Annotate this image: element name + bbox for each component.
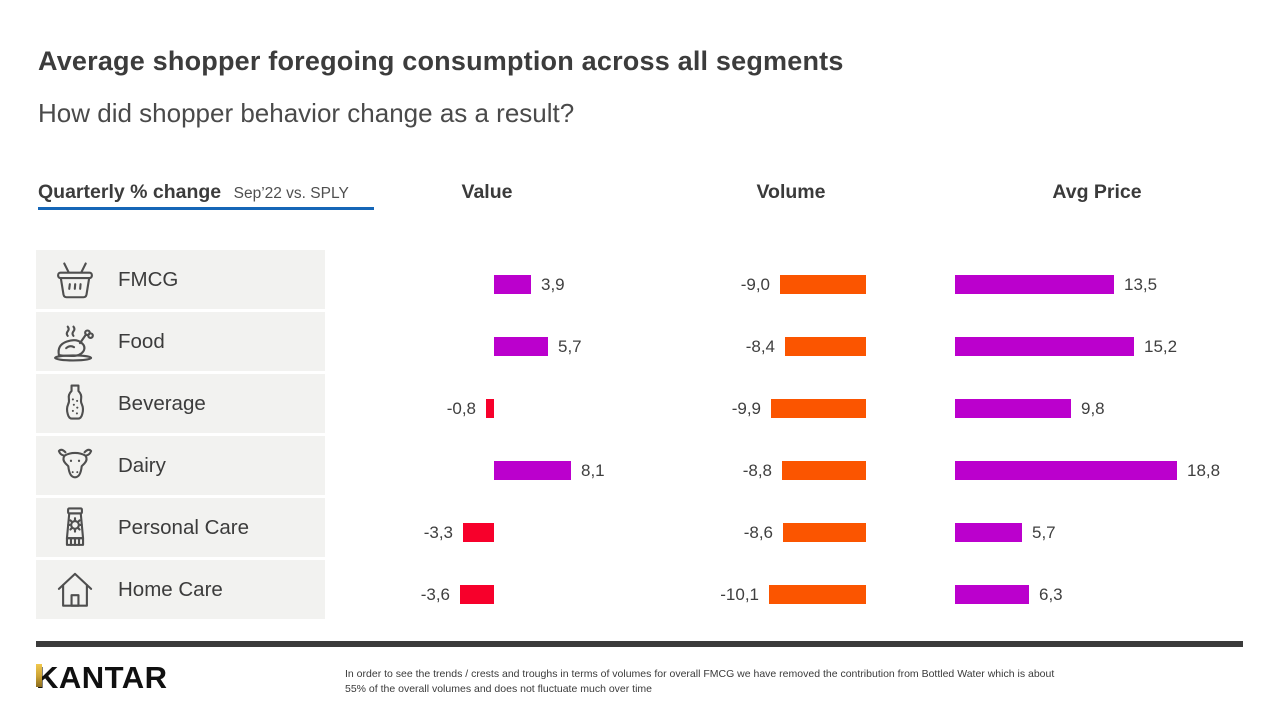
section-label-main: Quarterly % change <box>38 181 222 203</box>
category-row: Dairy <box>36 436 325 495</box>
avg_price-bar-slot: 5,7 <box>955 498 1265 560</box>
volume-label: -9,9 <box>731 399 761 418</box>
value-bar-slot: -0,8 <box>420 374 670 436</box>
avg_price-bar-slot: 6,3 <box>955 560 1265 622</box>
value-bar <box>486 399 494 418</box>
value-bar-slot: 3,9 <box>420 250 670 312</box>
section-label: Quarterly % change Sep’22 vs. SPLY <box>38 181 349 204</box>
category-row: Home Care <box>36 560 325 619</box>
volume-bar-slot: -8,4 <box>690 312 940 374</box>
avg_price-bar-slot: 18,8 <box>955 436 1265 498</box>
page-subtitle: How did shopper behavior change as a res… <box>38 98 575 128</box>
avg_price-bar <box>955 523 1022 542</box>
volume-bar <box>771 399 866 418</box>
category-label: Dairy <box>118 453 166 477</box>
avg-price-bar-column: 13,5 15,2 9,8 18,8 5,7 6,3 <box>955 250 1265 622</box>
category-label: Food <box>118 329 165 353</box>
avg_price-bar-slot: 9,8 <box>955 374 1265 436</box>
volume-label: -8,4 <box>745 337 775 356</box>
value-bar-slot: -3,3 <box>420 498 670 560</box>
category-label: FMCG <box>118 267 179 291</box>
chicken-icon <box>48 319 102 365</box>
value-bar-slot: 8,1 <box>420 436 670 498</box>
avg_price-label: 18,8 <box>1187 461 1221 480</box>
category-label: Beverage <box>118 391 206 415</box>
avg_price-bar <box>955 399 1071 418</box>
volume-bar <box>769 585 866 604</box>
avg_price-label: 15,2 <box>1144 337 1178 356</box>
column-header-avg-price: Avg Price <box>1052 181 1142 203</box>
value-label: -3,3 <box>423 523 453 542</box>
category-row: Food <box>36 312 325 371</box>
volume-label: -9,0 <box>740 275 770 294</box>
value-bar-slot: -3,6 <box>420 560 670 622</box>
section-underline <box>38 207 374 210</box>
value-bar <box>463 523 494 542</box>
volume-bar-slot: -9,0 <box>690 250 940 312</box>
footnote-line-1: In order to see the trends / crests and … <box>345 668 1055 680</box>
avg_price-bar <box>955 337 1134 356</box>
category-row: Beverage <box>36 374 325 433</box>
value-bar <box>494 337 548 356</box>
section-label-period: Sep’22 vs. SPLY <box>233 185 349 202</box>
volume-bar-column: -9,0 -8,4 -9,9 -8,8 -8,6 -10,1 <box>690 250 940 622</box>
volume-bar <box>785 337 866 356</box>
value-bar <box>460 585 494 604</box>
value-label: -0,8 <box>446 399 476 418</box>
value-label: 5,7 <box>558 337 582 356</box>
category-row: FMCG <box>36 250 325 309</box>
tube-icon <box>48 505 102 551</box>
footnote: In order to see the trends / crests and … <box>345 667 1125 696</box>
category-label: Personal Care <box>118 515 250 539</box>
category-row: Personal Care <box>36 498 325 557</box>
column-header-volume: Volume <box>756 181 826 203</box>
value-bar-column: 3,9 5,7 -0,8 8,1 -3,3 -3,6 <box>420 250 670 622</box>
value-bar <box>494 461 571 480</box>
page-title: Average shopper foregoing consumption ac… <box>38 46 844 76</box>
value-bar <box>494 275 531 294</box>
category-column: FMCG Food Beverage Dairy Personal Care <box>36 250 325 622</box>
footer-divider <box>36 641 1243 647</box>
category-label: Home Care <box>118 577 223 601</box>
value-label: -3,6 <box>420 585 450 604</box>
value-bar-slot: 5,7 <box>420 312 670 374</box>
column-header-value: Value <box>461 181 513 203</box>
avg_price-label: 9,8 <box>1081 399 1105 418</box>
volume-bar-slot: -8,8 <box>690 436 940 498</box>
volume-label: -10,1 <box>720 585 759 604</box>
avg_price-bar <box>955 461 1177 480</box>
kantar-logo: KANTAR <box>36 660 168 695</box>
volume-bar-slot: -8,6 <box>690 498 940 560</box>
volume-label: -8,8 <box>742 461 772 480</box>
volume-label: -8,6 <box>743 523 773 542</box>
avg_price-label: 5,7 <box>1032 523 1056 542</box>
value-label: 3,9 <box>541 275 565 294</box>
cow-icon <box>48 443 102 489</box>
volume-bar-slot: -10,1 <box>690 560 940 622</box>
avg_price-label: 6,3 <box>1039 585 1063 604</box>
volume-bar <box>782 461 866 480</box>
avg_price-label: 13,5 <box>1124 275 1158 294</box>
volume-bar <box>783 523 866 542</box>
value-label: 8,1 <box>581 461 605 480</box>
avg_price-bar-slot: 15,2 <box>955 312 1265 374</box>
avg_price-bar <box>955 275 1114 294</box>
footnote-line-2: 55% of the overall volumes and does not … <box>345 682 653 695</box>
basket-icon <box>48 257 102 303</box>
bottle-icon <box>48 381 102 427</box>
volume-bar-slot: -9,9 <box>690 374 940 436</box>
avg_price-bar <box>955 585 1029 604</box>
volume-bar <box>780 275 866 294</box>
house-icon <box>48 567 102 613</box>
avg_price-bar-slot: 13,5 <box>955 250 1265 312</box>
